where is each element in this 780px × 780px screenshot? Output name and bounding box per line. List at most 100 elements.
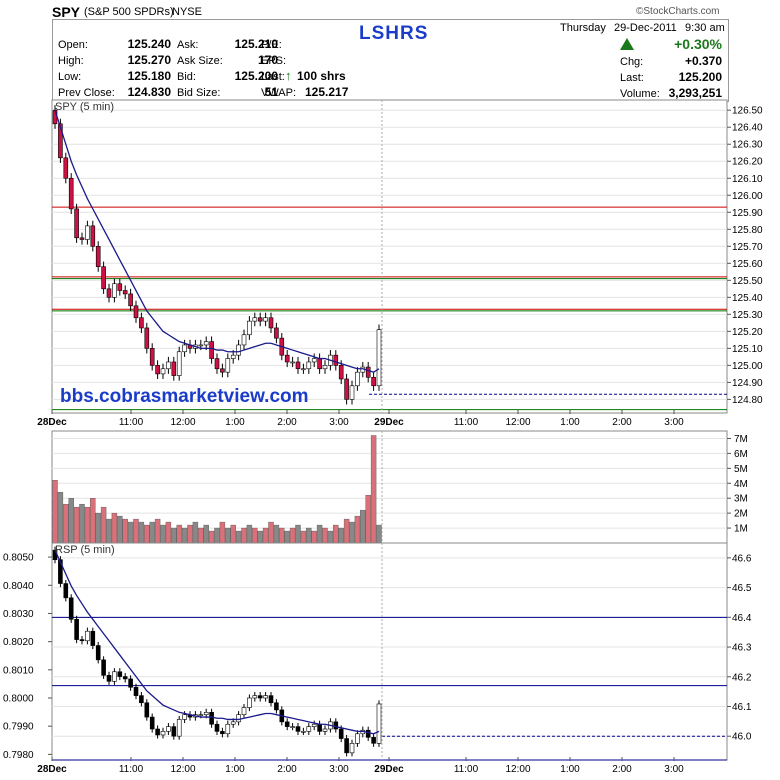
volume-bar — [52, 480, 58, 544]
rsp-candle — [349, 743, 355, 754]
rsp-candle — [90, 630, 96, 646]
volume-bar — [268, 521, 274, 544]
price-candle — [149, 348, 155, 366]
volume-bar — [138, 521, 145, 544]
volume-bar — [338, 527, 344, 544]
price-candle — [365, 366, 371, 378]
volume-y-tick-label: 3M — [734, 494, 748, 505]
price-candle — [176, 351, 182, 376]
rsp-candle — [112, 671, 117, 682]
exchange: NYSE — [172, 6, 202, 18]
price-x-tick-label: 1:00 — [225, 417, 245, 428]
ticker-label: LSHRS — [359, 23, 429, 44]
rsp-candle — [63, 583, 69, 599]
price-y-tick-label: 125.00 — [732, 361, 763, 372]
volume-bar — [333, 524, 339, 544]
ask-label: Ask: — [177, 39, 199, 51]
volume-bar — [230, 524, 236, 544]
volume-bar — [311, 530, 317, 544]
rsp-right-y-tick-label: 46.4 — [732, 613, 752, 624]
last-price-value: 125.200 — [678, 70, 722, 84]
rsp-left-y-tick-label: 0.8040 — [3, 581, 34, 592]
rsp-candle — [268, 695, 274, 704]
price-candle — [349, 385, 355, 400]
volume-bar — [246, 524, 253, 544]
price-candle — [311, 358, 317, 363]
volume-bar — [252, 527, 258, 544]
volume-bar — [68, 498, 74, 544]
volume-bar — [127, 521, 134, 544]
rsp-right-y-tick-label: 46.2 — [732, 672, 752, 683]
price-x-tick-label: 11:00 — [119, 417, 144, 428]
volume-bar — [192, 521, 199, 544]
quote-box: Open: 125.240 High: 125.270 Low: 125.180… — [52, 19, 729, 102]
price-candle — [220, 368, 225, 373]
ask-value: 125.210 — [234, 37, 278, 51]
volume-bar — [343, 518, 350, 544]
rsp-candle — [236, 714, 241, 723]
volume-bar — [90, 498, 96, 544]
rsp-left-y-tick-label: 0.7990 — [3, 722, 34, 733]
price-candle — [306, 361, 312, 370]
price-candle — [263, 317, 268, 322]
rsp-x-tick-label: 1:00 — [560, 764, 580, 775]
volume-bar — [84, 506, 91, 544]
bid-size-value: 51 — [264, 85, 278, 99]
rsp-candle — [182, 714, 187, 720]
price-y-tick-label: 124.80 — [732, 395, 763, 406]
price-candle — [68, 177, 74, 210]
pe-label: P/E: — [261, 39, 282, 51]
price-candle — [338, 365, 344, 380]
rsp-candle — [160, 731, 166, 736]
rsp-x-tick-label: 2:00 — [612, 764, 632, 775]
rsp-candle — [295, 726, 301, 732]
price-y-tick-label: 125.80 — [732, 225, 763, 236]
price-candle — [63, 157, 69, 179]
rsp-candle — [85, 630, 90, 642]
volume-y-tick-label: 5M — [734, 464, 748, 475]
rsp-candle — [263, 695, 268, 699]
rsp-x-tick-label: 3:00 — [329, 764, 349, 775]
rsp-candle — [128, 678, 133, 688]
rsp-x-tick-label: 3:00 — [664, 764, 684, 775]
prev-close-value: 124.830 — [127, 85, 171, 99]
price-x-tick-label: 11:00 — [454, 417, 479, 428]
rsp-candle — [214, 723, 220, 732]
rsp-candle — [68, 597, 74, 620]
prev-close-label: Prev Close: — [58, 87, 115, 99]
rsp-candle — [355, 733, 360, 744]
price-panel-title: SPY (5 min) — [55, 101, 115, 113]
price-candle — [295, 361, 301, 370]
price-x-tick-label: 12:00 — [505, 417, 530, 428]
rsp-candle — [290, 726, 295, 728]
volume-value: 3,293,251 — [668, 86, 722, 100]
rsp-candle — [58, 559, 63, 584]
pct-change: +0.30% — [674, 36, 722, 52]
rsp-candle — [106, 675, 112, 682]
price-candle — [322, 365, 328, 370]
volume-bar — [176, 524, 182, 544]
volume-bar — [257, 530, 263, 544]
price-candle — [371, 376, 376, 387]
rsp-candle — [306, 726, 312, 732]
up-triangle-icon — [620, 38, 634, 50]
volume-bar — [122, 518, 128, 544]
rsp-candle — [171, 726, 177, 737]
volume-bar — [181, 527, 188, 544]
rsp-candle — [101, 659, 106, 676]
time: 9:30 am — [685, 22, 725, 34]
rsp-left-y-tick-label: 0.8020 — [3, 637, 34, 648]
volume-bar — [165, 521, 172, 544]
volume-bar — [79, 503, 85, 544]
rsp-candle — [122, 676, 128, 680]
price-candle — [144, 327, 150, 349]
price-candle — [133, 305, 139, 319]
volume-bar — [154, 518, 161, 544]
rsp-x-tick-label: 1:00 — [225, 764, 245, 775]
price-candle — [290, 361, 295, 364]
bid-size-label: Bid Size: — [177, 87, 221, 99]
price-candle — [257, 317, 263, 322]
volume-y-tick-label: 7M — [734, 434, 748, 445]
rsp-x-tick-label: 29Dec — [374, 764, 404, 775]
price-y-tick-label: 125.50 — [732, 276, 763, 287]
